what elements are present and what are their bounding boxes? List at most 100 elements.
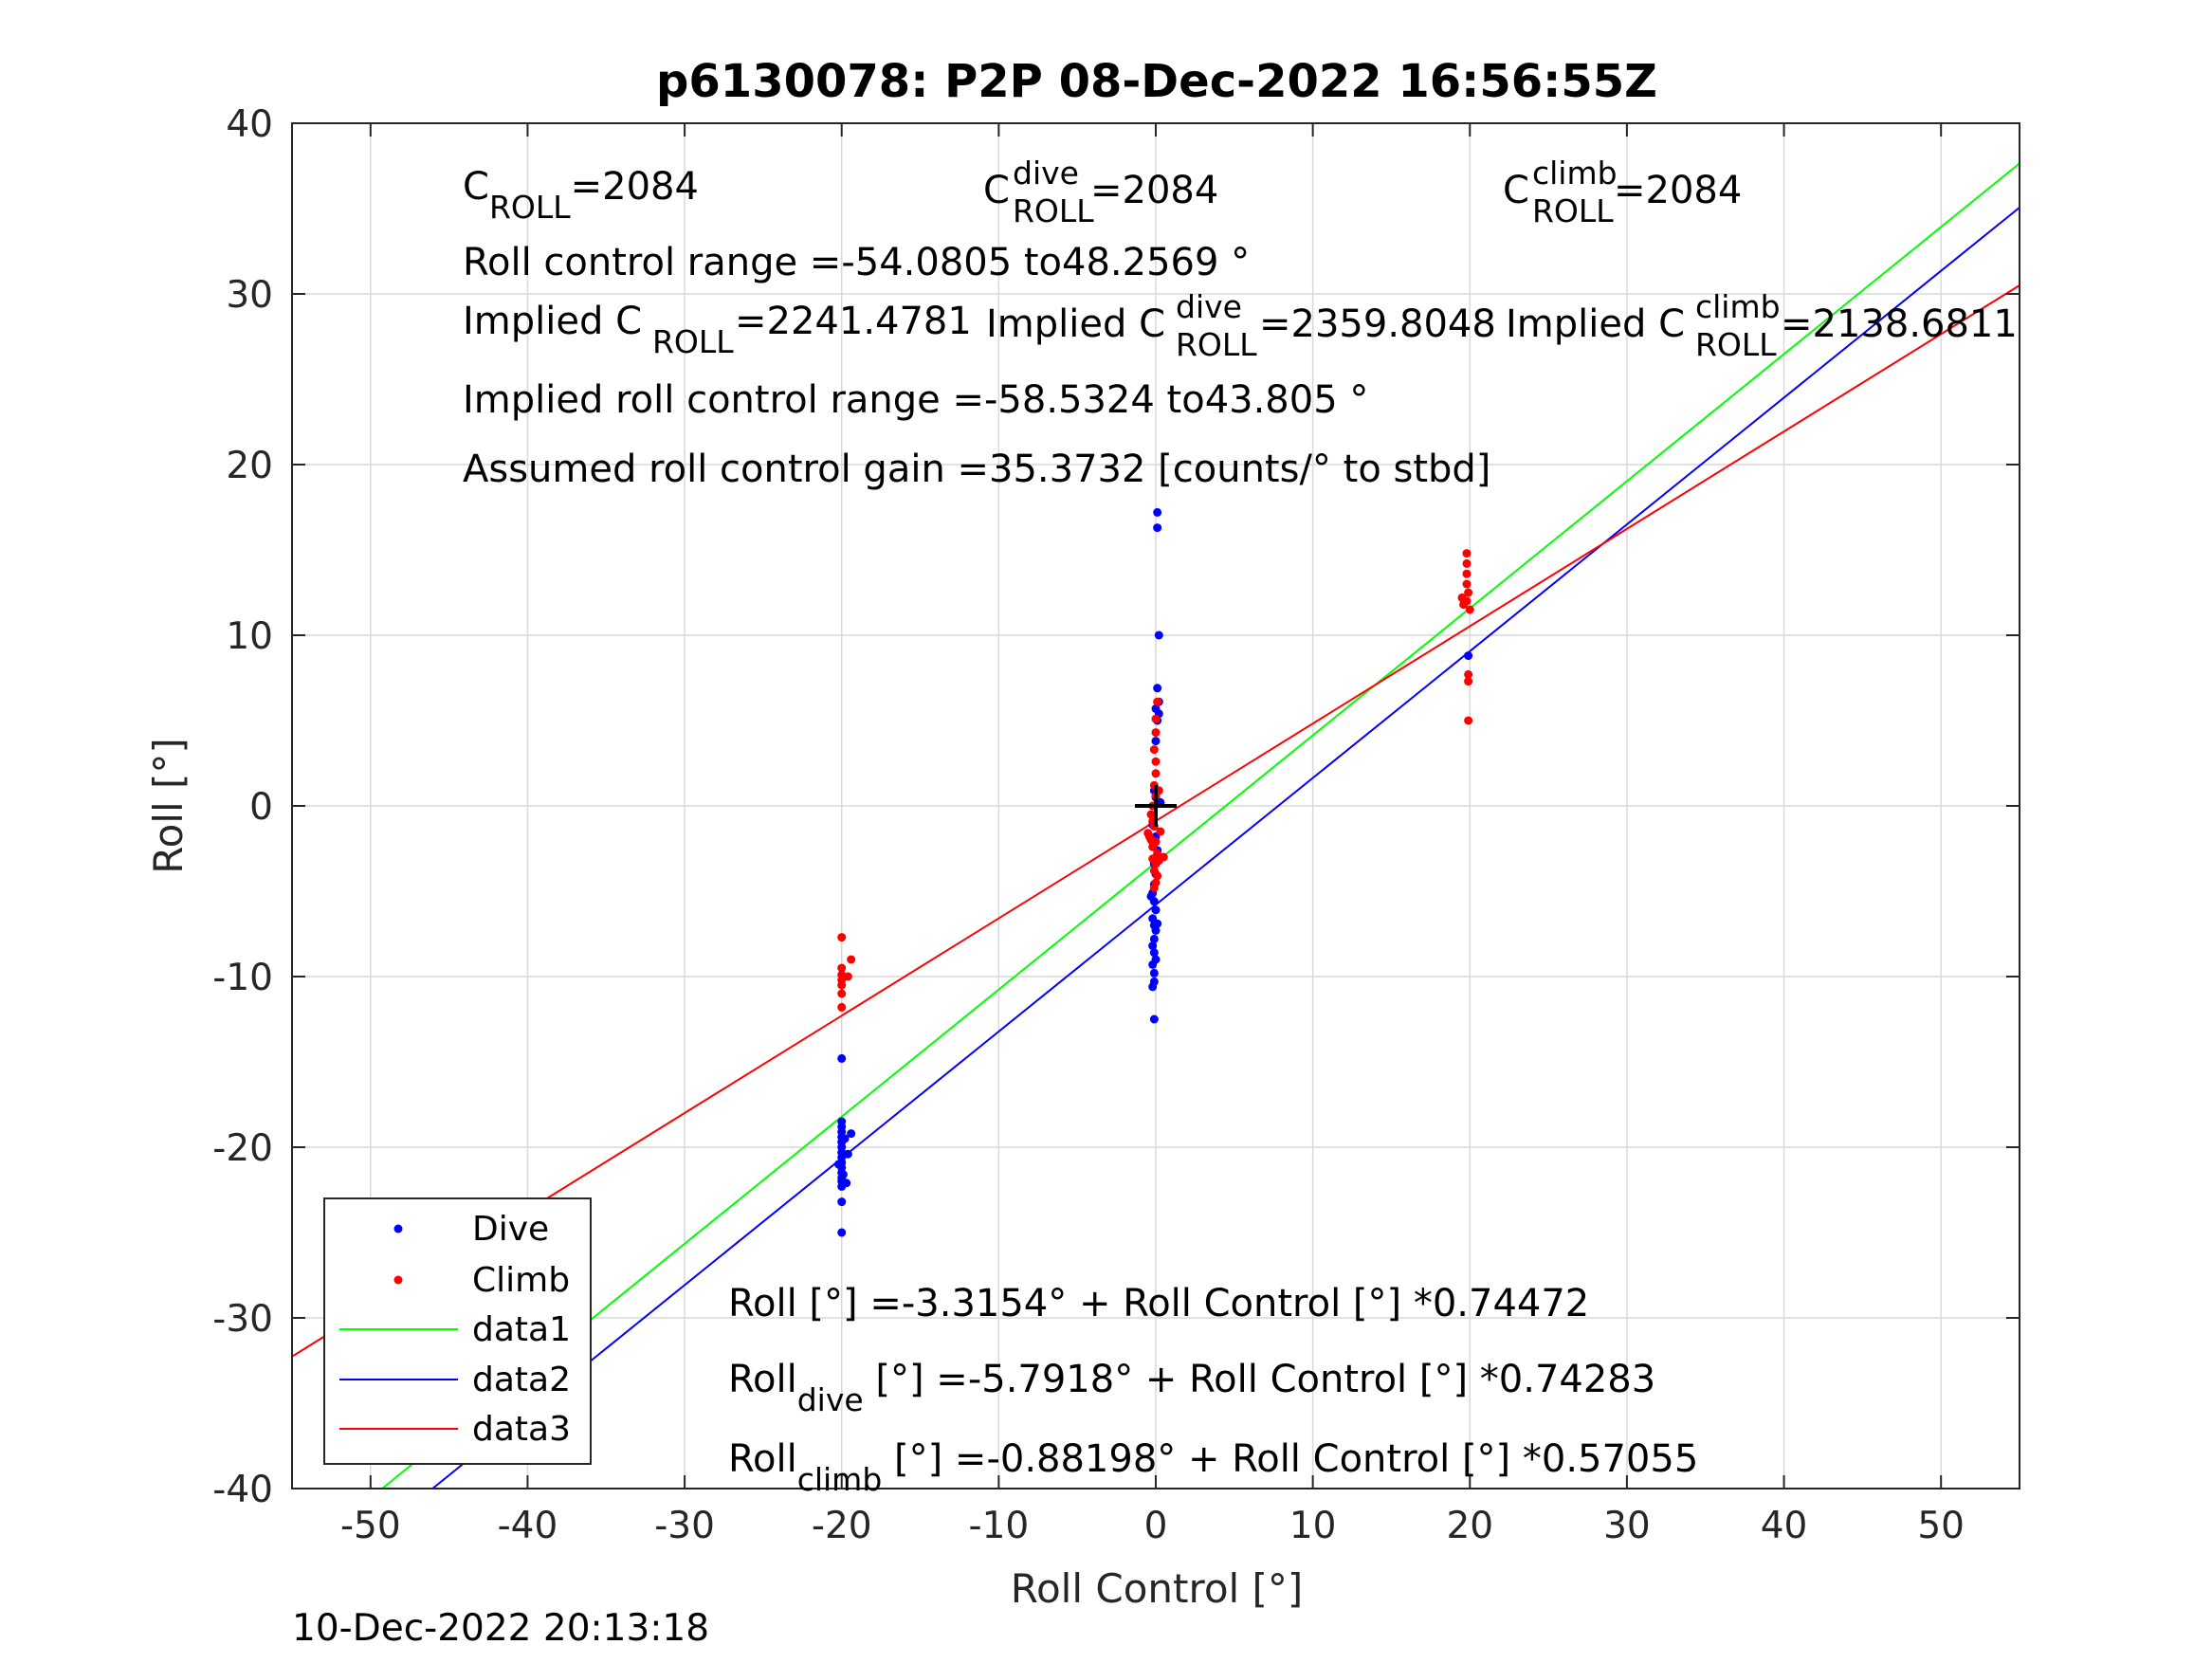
legend-data3-label: data3 (472, 1410, 571, 1449)
legend: Dive Climb data1 data2 data3 (323, 1197, 592, 1465)
svg-text:Implied C: Implied C (463, 300, 642, 343)
dive-point (1151, 737, 1161, 746)
c-roll-climb-annotation: C climb ROLL =2084 (1503, 155, 1742, 229)
climb-point (837, 980, 847, 990)
x-tick-label: 40 (1761, 1505, 1808, 1547)
x-tick-label: -10 (969, 1505, 1030, 1547)
svg-text:ROLL: ROLL (652, 323, 734, 360)
chart-title: p6130078: P2P 08-Dec-2022 16:56:55Z (656, 55, 1657, 108)
timestamp: 10-Dec-2022 20:13:18 (292, 1607, 709, 1650)
dive-point (842, 1179, 851, 1188)
y-axis-label: Roll [°] (145, 738, 192, 873)
dive-point (838, 1170, 848, 1179)
climb-point (837, 963, 847, 973)
implied-c-roll-climb-annotation: Implied C climb ROLL =2138.6811 (1506, 288, 2018, 363)
x-tick-label: 20 (1446, 1505, 1493, 1547)
dive-point (843, 1149, 852, 1159)
legend-climb-label: Climb (472, 1261, 570, 1300)
x-tick-label: -40 (498, 1505, 558, 1547)
climb-point (1457, 593, 1467, 602)
dive-point (837, 1053, 847, 1063)
svg-text:C: C (1503, 169, 1529, 212)
climb-point (1151, 757, 1161, 766)
svg-text:ROLL: ROLL (1176, 326, 1257, 363)
dive-point (837, 1228, 847, 1237)
dive-point (1149, 968, 1159, 978)
x-tick-label: 0 (1144, 1505, 1168, 1547)
y-tick-label: -30 (212, 1298, 273, 1341)
legend-data1-label: data1 (472, 1310, 571, 1349)
dive-point (1153, 919, 1162, 928)
x-tick-label: -50 (340, 1505, 401, 1547)
climb-point (1146, 810, 1156, 819)
legend-box (323, 1197, 592, 1465)
dive-point (1149, 1014, 1159, 1024)
svg-text:ROLL: ROLL (1532, 192, 1614, 229)
climb-point (837, 933, 847, 942)
gain-annotation: Assumed roll control gain =35.3732 [coun… (463, 448, 1490, 491)
x-tick-label: -30 (654, 1505, 715, 1547)
legend-dive-marker (393, 1224, 403, 1234)
svg-text:=2241.4781: =2241.4781 (735, 300, 972, 343)
dive-point (1153, 523, 1162, 533)
svg-text:Implied C: Implied C (986, 302, 1165, 346)
climb-point (1149, 745, 1159, 755)
origin-marker (1135, 785, 1177, 827)
y-tick-label: 0 (249, 786, 273, 829)
svg-text:climb: climb (1532, 155, 1618, 192)
dive-point (840, 1134, 850, 1143)
roll-range-annotation: Roll control range =-54.0805 to48.2569 ° (463, 241, 1250, 284)
fit-line-data2 (431, 207, 2020, 1489)
y-tick-label: 30 (226, 274, 273, 317)
svg-text:C: C (983, 169, 1010, 212)
climb-point (1156, 827, 1165, 836)
legend-dive-label: Dive (472, 1210, 549, 1249)
climb-point (1462, 569, 1472, 578)
svg-text:ROLL: ROLL (1695, 326, 1777, 363)
y-tick-label: -10 (212, 957, 273, 999)
x-tick-label: 50 (1917, 1505, 1965, 1547)
y-tick-label: -40 (212, 1469, 273, 1511)
svg-text:=2138.6811: =2138.6811 (1781, 302, 2018, 346)
svg-text:dive: dive (1013, 155, 1079, 192)
legend-data2-label: data2 (472, 1361, 571, 1399)
dive-point (1148, 959, 1158, 969)
implied-c-roll-annotation: Implied C ROLL =2241.4781 (463, 300, 972, 360)
dive-point (1146, 891, 1156, 901)
svg-text:=2359.8048: =2359.8048 (1259, 302, 1496, 346)
dive-point (847, 1129, 856, 1139)
x-tick-label: 30 (1603, 1505, 1651, 1547)
fit-line-data1 (381, 162, 2020, 1489)
climb-point (1464, 588, 1473, 597)
climb-point (1148, 842, 1158, 851)
fit-dive-equation: Rolldive [°] =-5.7918° + Roll Control [°… (728, 1358, 1655, 1418)
dive-point (1464, 651, 1473, 661)
dive-point (1148, 941, 1158, 951)
legend-climb-marker (393, 1275, 403, 1285)
climb-point (1464, 669, 1473, 679)
dive-point (833, 1160, 843, 1169)
dive-point (1148, 982, 1158, 992)
climb-point (1465, 605, 1474, 614)
climb-point (1146, 835, 1156, 845)
climb-point (837, 989, 847, 998)
climb-point (837, 1002, 847, 1012)
dive-point (1154, 630, 1163, 640)
climb-point (1462, 558, 1472, 568)
climb-point (1464, 716, 1473, 725)
svg-text:=2084: =2084 (1090, 169, 1218, 212)
climb-point (1462, 549, 1472, 558)
y-tick-label: 10 (226, 615, 273, 658)
x-tick-label: -20 (812, 1505, 872, 1547)
climb-point (1462, 579, 1472, 589)
svg-text:dive: dive (1176, 288, 1242, 325)
climb-point (1153, 697, 1162, 706)
x-tick-label: 10 (1289, 1505, 1337, 1547)
fit-all-equation: Roll [°] =-3.3154° + Roll Control [°] *0… (728, 1282, 1589, 1325)
svg-text:=2084: =2084 (1614, 169, 1742, 212)
implied-range-annotation: Implied roll control range =-58.5324 to4… (463, 378, 1368, 422)
svg-text:Implied C: Implied C (1506, 302, 1685, 346)
c-roll-annotation: CROLL=2084 (463, 165, 699, 226)
